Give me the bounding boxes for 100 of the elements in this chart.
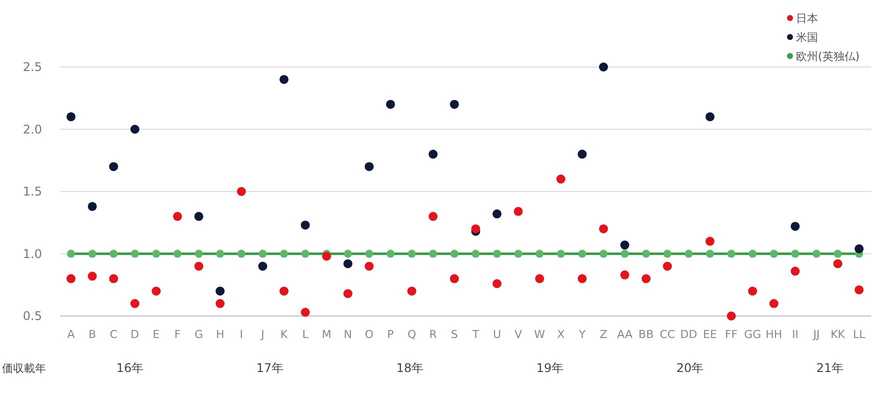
point	[322, 252, 332, 261]
x-tick-label: S	[450, 328, 458, 341]
point	[536, 250, 544, 258]
point	[343, 289, 352, 298]
x-tick-label: D	[130, 328, 140, 341]
x-tick-label: O	[364, 328, 374, 341]
x-tick-label: T	[471, 328, 480, 341]
point	[620, 270, 630, 280]
x-tick-label: EE	[703, 328, 717, 341]
point	[300, 308, 310, 317]
point	[173, 212, 182, 221]
x-tick-label: FF	[724, 328, 738, 341]
point	[472, 250, 480, 258]
x-tick-label: AA	[617, 328, 633, 341]
point	[450, 100, 459, 109]
x-tick-label: II	[792, 328, 798, 341]
point	[492, 209, 502, 218]
point	[769, 299, 778, 308]
point	[300, 220, 310, 230]
x-tick-label: X	[557, 328, 566, 341]
y-tick-label: 1.0	[22, 246, 42, 261]
point	[599, 62, 608, 72]
point	[599, 224, 608, 234]
point	[620, 240, 630, 250]
point	[109, 162, 118, 172]
x-tick-label: F	[174, 328, 181, 341]
x-tick-label: L	[302, 328, 310, 341]
point	[408, 250, 416, 258]
x-tick-label: C	[110, 328, 118, 341]
point	[642, 250, 650, 258]
point	[471, 224, 480, 234]
point	[812, 250, 820, 258]
x-tick-label: Q	[407, 328, 416, 341]
point	[364, 162, 374, 172]
point	[556, 250, 565, 258]
point	[833, 259, 842, 268]
point	[194, 212, 204, 221]
point	[790, 266, 800, 276]
x-tick-label: N	[344, 328, 352, 341]
point	[726, 312, 736, 320]
text: 価収載年	[2, 362, 46, 375]
x-tick-label: W	[534, 328, 546, 341]
point	[535, 274, 544, 284]
point	[642, 274, 651, 284]
text: 20年	[676, 361, 704, 375]
point	[578, 250, 586, 258]
point	[66, 112, 76, 122]
text: 19年	[536, 361, 564, 375]
point	[514, 250, 522, 258]
text: 18年	[396, 361, 424, 375]
point	[66, 274, 76, 284]
point	[600, 250, 608, 258]
point	[301, 250, 310, 258]
point	[236, 187, 246, 196]
point	[770, 250, 778, 258]
point	[429, 250, 438, 258]
point	[834, 250, 842, 258]
y-tick-label: 0.5	[22, 309, 42, 323]
x-tick-label: GG	[744, 328, 762, 341]
point	[450, 274, 459, 284]
x-tick-label: BB	[638, 328, 654, 341]
point	[663, 250, 672, 258]
point	[514, 206, 523, 216]
point	[854, 285, 864, 294]
point	[662, 262, 672, 271]
point	[280, 286, 288, 296]
point	[174, 250, 182, 258]
point	[364, 262, 374, 271]
x-tick-label: I	[240, 328, 244, 341]
point	[130, 299, 140, 308]
point	[791, 250, 800, 258]
point	[748, 286, 758, 296]
point	[854, 244, 864, 254]
point	[88, 272, 97, 281]
point	[67, 250, 75, 258]
x-tick-label: A	[67, 328, 76, 341]
point	[620, 250, 629, 258]
point	[684, 250, 693, 258]
point	[493, 250, 501, 258]
y-tick-label: 2.5	[22, 60, 42, 74]
x-tick-label: R	[429, 328, 438, 341]
point	[88, 202, 97, 211]
point	[216, 286, 225, 296]
point	[216, 299, 225, 308]
x-tick-label: B	[88, 328, 96, 341]
point	[556, 174, 566, 184]
text: 16年	[116, 361, 144, 375]
x-tick-label: H	[216, 328, 224, 341]
text: 17年	[256, 361, 284, 375]
point	[152, 286, 161, 296]
x-tick-label: G	[194, 328, 204, 341]
point	[194, 250, 203, 258]
point	[428, 212, 438, 221]
x-tick-label: CC	[660, 328, 676, 341]
point	[280, 250, 288, 258]
point	[152, 250, 160, 258]
point	[578, 150, 587, 159]
point	[578, 274, 587, 284]
point	[365, 250, 374, 258]
point	[194, 262, 204, 271]
